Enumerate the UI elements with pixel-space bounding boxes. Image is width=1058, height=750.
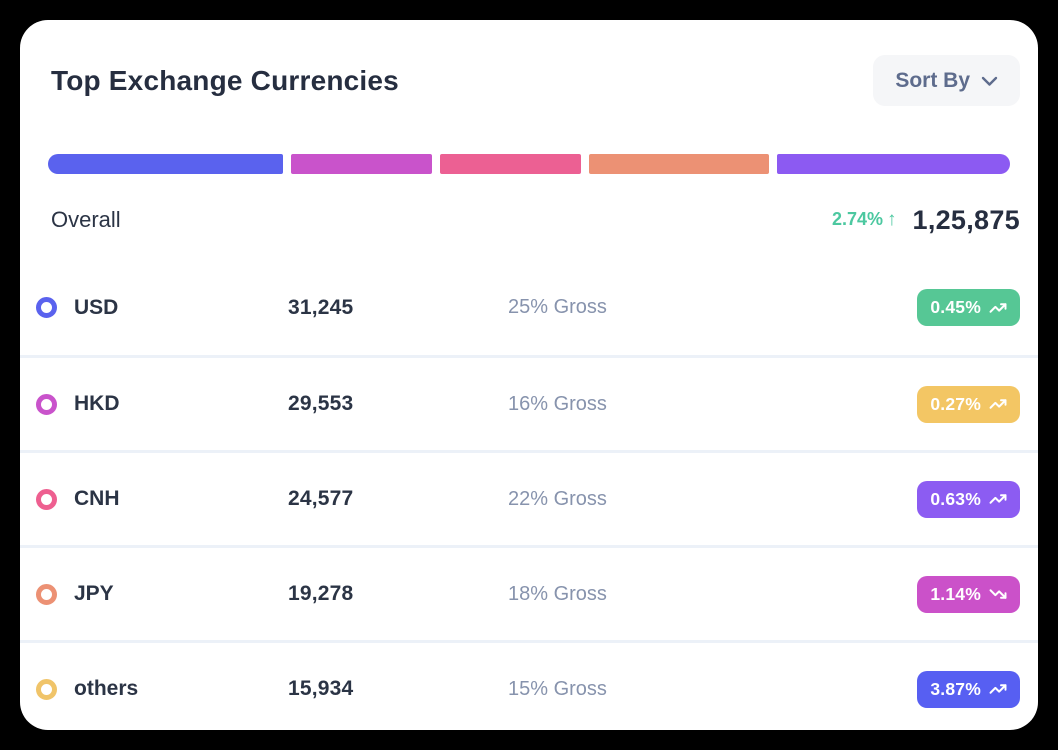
chevron-down-icon: [981, 75, 998, 87]
distribution-bar: [48, 154, 1010, 175]
currency-ring-icon: [36, 393, 57, 415]
currency-gross: 25% Gross: [508, 296, 607, 319]
currency-gross: 16% Gross: [508, 392, 607, 415]
bar-segment: [588, 154, 770, 175]
overall-label: Overall: [51, 207, 121, 233]
currency-value: 15,934: [288, 677, 354, 701]
bar-segment: [777, 154, 1010, 175]
currency-code: USD: [74, 295, 119, 319]
bar-segment: [290, 154, 433, 175]
trending-up-icon: [989, 494, 1007, 504]
bar-segment: [48, 154, 283, 175]
sort-by-label: Sort By: [895, 69, 970, 92]
currency-code: CNH: [74, 487, 120, 511]
currency-list: USD 31,245 25% Gross 0.45% HKD 29,553 16…: [20, 260, 1038, 730]
currency-code: HKD: [74, 392, 120, 416]
currency-row-jpy: JPY 19,278 18% Gross 1.14%: [20, 545, 1038, 640]
overall-value: 1,25,875: [912, 204, 1020, 235]
currency-code: others: [74, 677, 139, 701]
trending-up-icon: [989, 684, 1007, 694]
currency-value: 31,245: [288, 295, 354, 319]
currency-row-hkd: HKD 29,553 16% Gross 0.27%: [20, 355, 1038, 450]
badge-value: 1.14%: [930, 583, 981, 604]
page-title: Top Exchange Currencies: [51, 64, 399, 96]
badge-value: 0.63%: [930, 488, 981, 509]
currency-row-others: others 15,934 15% Gross 3.87%: [20, 640, 1038, 730]
bar-segment: [440, 154, 581, 175]
up-arrow-icon: ↑: [887, 209, 897, 231]
trending-up-icon: [989, 399, 1007, 409]
currency-value: 19,278: [288, 582, 354, 606]
currency-value: 29,553: [288, 392, 354, 416]
badge-value: 0.45%: [930, 297, 981, 318]
currency-ring-icon: [36, 297, 57, 319]
currency-gross: 15% Gross: [508, 677, 607, 700]
currency-gross: 22% Gross: [508, 487, 607, 510]
trend-badge: 0.27%: [917, 385, 1020, 423]
currency-ring-icon: [36, 678, 57, 700]
sort-by-button[interactable]: Sort By: [873, 55, 1020, 107]
badge-value: 3.87%: [930, 678, 981, 699]
currency-row-usd: USD 31,245 25% Gross 0.45%: [20, 260, 1038, 355]
currency-gross: 18% Gross: [508, 582, 607, 605]
trending-down-icon: [989, 589, 1007, 599]
card-header: Top Exchange Currencies Sort By: [48, 55, 1020, 107]
overall-row: Overall 2.74% ↑ 1,25,875: [48, 194, 1020, 246]
trend-badge: 1.14%: [917, 575, 1020, 613]
trend-badge: 3.87%: [917, 670, 1020, 708]
trend-badge: 0.45%: [917, 289, 1020, 327]
currency-row-cnh: CNH 24,577 22% Gross 0.63%: [20, 450, 1038, 545]
currency-ring-icon: [36, 583, 57, 605]
overall-change-value: 2.74%: [831, 209, 883, 230]
badge-value: 0.27%: [930, 393, 981, 414]
top-exchange-currencies-card: Top Exchange Currencies Sort By Overall …: [20, 20, 1038, 730]
overall-change: 2.74% ↑: [832, 209, 897, 231]
currency-value: 24,577: [288, 487, 354, 511]
currency-code: JPY: [74, 582, 114, 606]
trending-up-icon: [989, 302, 1007, 313]
currency-ring-icon: [36, 488, 57, 510]
trend-badge: 0.63%: [917, 480, 1020, 518]
